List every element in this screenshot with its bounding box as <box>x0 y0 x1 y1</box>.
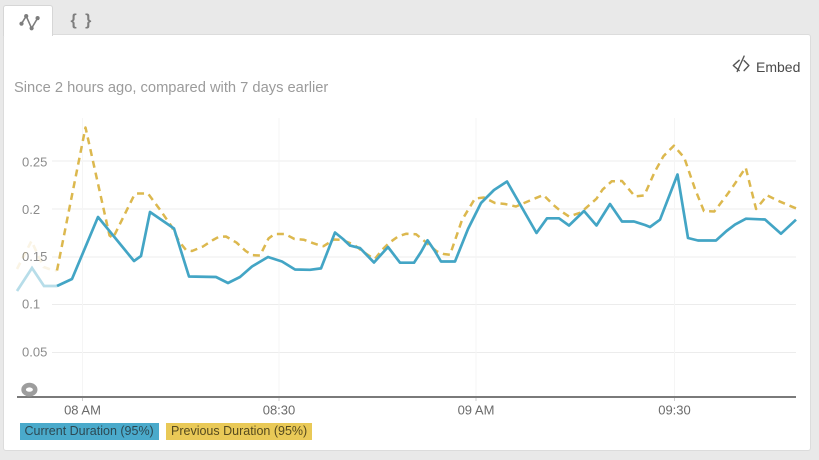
svg-text:09:30: 09:30 <box>658 403 691 418</box>
svg-text:0.05: 0.05 <box>22 345 47 360</box>
svg-text:0.25: 0.25 <box>22 155 47 170</box>
svg-text:0.15: 0.15 <box>22 249 47 264</box>
svg-text:0.1: 0.1 <box>22 297 40 312</box>
svg-text:09 AM: 09 AM <box>458 403 495 418</box>
svg-text:08:30: 08:30 <box>263 403 296 418</box>
svg-text:0.2: 0.2 <box>22 202 40 217</box>
svg-text:08 AM: 08 AM <box>64 403 101 418</box>
